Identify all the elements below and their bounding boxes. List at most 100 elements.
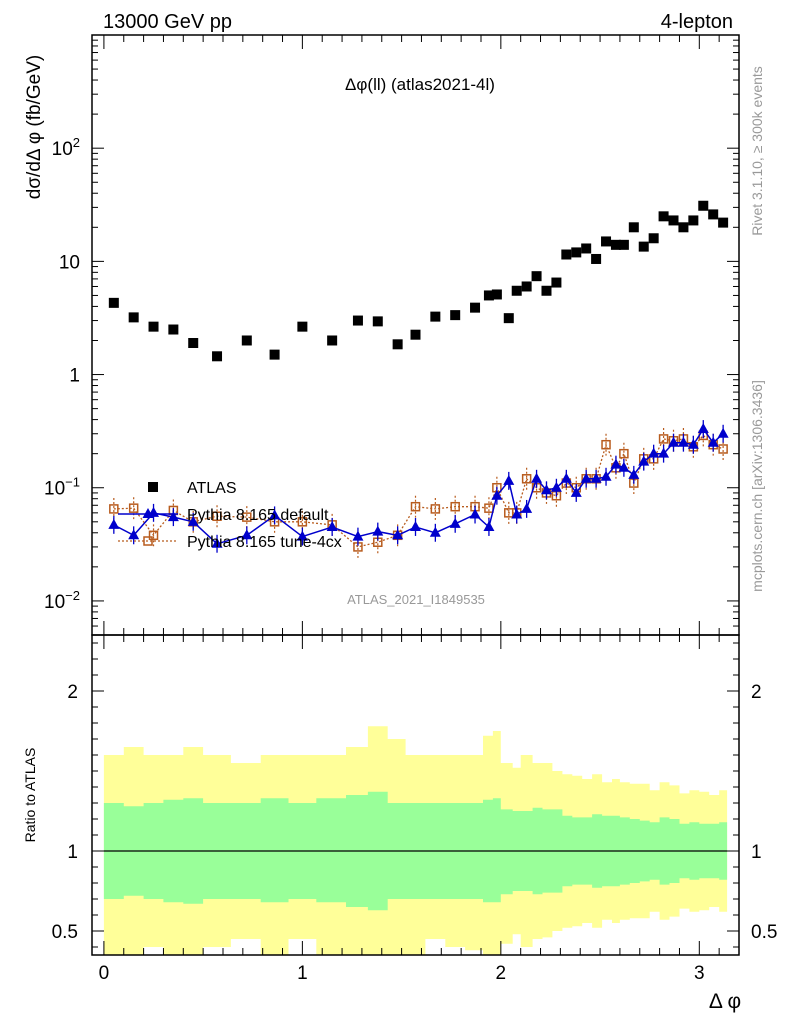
- marker-default: [570, 486, 582, 497]
- marker-default: [550, 481, 562, 492]
- ratio-y-tick-label-right: 2: [751, 682, 762, 703]
- marker-atlas: [148, 321, 159, 332]
- marker-atlas: [628, 222, 639, 233]
- marker-tune-4cx: [484, 503, 494, 513]
- marker-tune-4cx: [430, 504, 441, 514]
- marker-atlas: [610, 239, 621, 250]
- marker-default: [352, 530, 364, 541]
- y-tick-label: 10−1: [44, 475, 80, 500]
- ratio-y-tick-label: 1: [67, 842, 78, 863]
- marker-atlas: [410, 329, 421, 340]
- marker-atlas: [531, 271, 542, 282]
- marker-default: [697, 423, 709, 434]
- marker-atlas: [638, 241, 649, 252]
- marker-atlas: [491, 289, 502, 300]
- marker-default: [296, 530, 308, 541]
- marker-tune-4cx: [619, 448, 629, 459]
- marker-default: [167, 511, 179, 522]
- marker-atlas: [108, 297, 119, 308]
- y-axis-label: dσ/dΔ φ (fb/GeV): [24, 55, 45, 199]
- marker-default: [580, 472, 592, 483]
- marker-atlas: [561, 249, 572, 260]
- marker-default: [241, 529, 253, 540]
- marker-default: [483, 520, 495, 531]
- marker-default: [269, 509, 281, 520]
- mcplots-label: mcplots.cern.ch [arXiv:1306.3436]: [749, 380, 765, 592]
- marker-default: [410, 520, 421, 531]
- marker-default: [687, 438, 699, 449]
- marker-atlas: [450, 310, 461, 321]
- marker-default: [590, 472, 602, 483]
- marker-default: [658, 447, 670, 458]
- ratio-y-tick-label-right: 1: [751, 842, 762, 863]
- header-left: 13000 GeV pp: [103, 11, 232, 33]
- marker-tune-4cx: [297, 517, 308, 527]
- marker-atlas: [470, 302, 481, 313]
- marker-default: [429, 526, 441, 537]
- marker-default: [540, 484, 552, 495]
- ratio-y-tick-label-right: 0.5: [751, 922, 777, 943]
- marker-atlas: [212, 351, 223, 362]
- marker-default: [449, 517, 461, 528]
- marker-default: [648, 447, 660, 458]
- marker-atlas: [430, 311, 441, 322]
- marker-atlas: [618, 239, 629, 250]
- marker-atlas: [688, 215, 699, 226]
- marker-atlas: [581, 243, 592, 254]
- marker-atlas: [601, 236, 612, 247]
- ratio-plot-area: 0.5 0.5 1 1 2 2 0 1 2 3: [52, 634, 777, 984]
- x-tick-label: 3: [694, 963, 705, 984]
- marker-atlas: [503, 313, 514, 324]
- marker-atlas: [718, 217, 729, 228]
- marker-atlas: [698, 200, 709, 211]
- marker-atlas: [571, 247, 582, 258]
- marker-tune-4cx: [601, 439, 611, 450]
- marker-default: [531, 472, 543, 483]
- ratio-y-axis-label: Ratio to ATLAS: [22, 748, 38, 843]
- marker-default: [638, 455, 650, 466]
- marker-default: [392, 529, 404, 540]
- y-tick-label: 10−2: [44, 588, 80, 613]
- ratio-plot-frame: [91, 634, 740, 956]
- marker-atlas: [128, 312, 139, 323]
- marker-default: [628, 468, 640, 479]
- marker-default: [326, 520, 338, 531]
- marker-tune-4cx: [148, 530, 159, 541]
- marker-tune-4cx: [212, 511, 222, 521]
- marker-atlas: [372, 316, 383, 327]
- marker-default: [600, 470, 612, 481]
- marker-tune-4cx: [521, 474, 532, 484]
- marker-default: [677, 436, 689, 447]
- main-plot-area: 10−2 10−1 1 10 102: [44, 34, 740, 636]
- x-tick-label: 2: [496, 963, 507, 984]
- marker-tune-4cx: [242, 512, 252, 522]
- legend-label: Pythia 8.165 default: [187, 507, 329, 524]
- marker-default: [491, 489, 503, 500]
- rivet-version-label: Rivet 3.1.10, ≥ 300k events: [749, 66, 765, 236]
- marker-atlas: [541, 285, 552, 296]
- marker-tune-4cx: [410, 501, 421, 512]
- legend-marker-default: [142, 508, 154, 518]
- marker-default: [707, 436, 719, 447]
- marker-default: [618, 461, 630, 472]
- x-tick-label: 0: [99, 963, 110, 984]
- marker-default: [511, 508, 523, 519]
- ratio-y-tick-label: 0.5: [52, 922, 78, 943]
- marker-default: [372, 525, 384, 536]
- marker-default: [668, 436, 680, 447]
- marker-default: [560, 472, 572, 483]
- marker-default: [128, 529, 140, 540]
- ratio-bands: [103, 726, 728, 955]
- marker-atlas: [678, 222, 689, 233]
- marker-atlas: [392, 339, 403, 350]
- marker-atlas: [297, 321, 308, 332]
- y-tick-label: 102: [52, 135, 80, 160]
- x-axis-label: Δ φ: [709, 990, 741, 1013]
- marker-atlas: [648, 233, 659, 244]
- marker-atlas: [327, 335, 338, 346]
- marker-default: [717, 427, 729, 438]
- marker-atlas: [241, 335, 252, 346]
- marker-tune-4cx: [128, 503, 139, 513]
- analysis-watermark: ATLAS_2021_I1849535: [347, 592, 485, 607]
